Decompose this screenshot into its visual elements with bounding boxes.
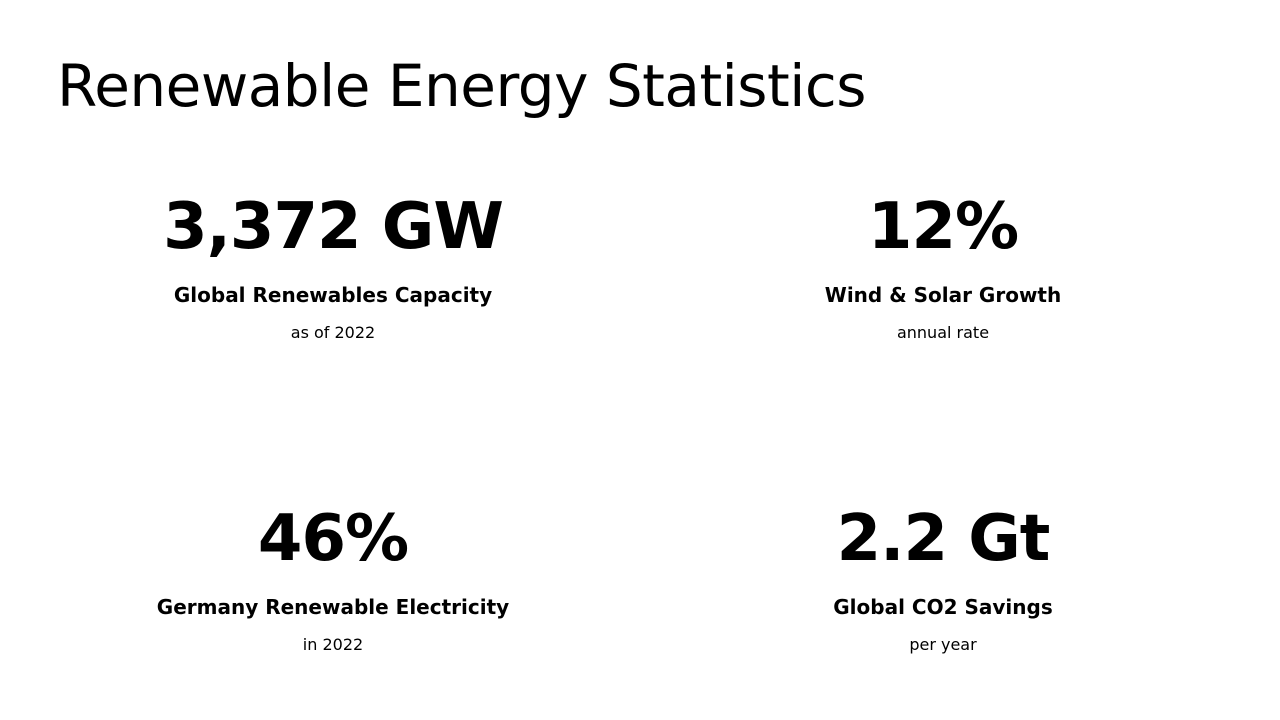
stat-sublabel: as of 2022 xyxy=(290,323,376,342)
stat-value: 46% xyxy=(257,502,409,576)
stat-value: 2.2 Gt xyxy=(836,502,1051,576)
stat-card-global-capacity: 3,372 GW Global Renewables Capacity as o… xyxy=(73,195,593,342)
stat-label: Wind & Solar Growth xyxy=(824,283,1062,307)
stat-label: Global Renewables Capacity xyxy=(173,283,493,307)
stat-sublabel: in 2022 xyxy=(302,635,364,654)
stat-card-wind-solar-growth: 12% Wind & Solar Growth annual rate xyxy=(683,195,1203,342)
stat-sublabel: annual rate xyxy=(896,323,990,342)
stat-label: Germany Renewable Electricity xyxy=(156,595,510,619)
page-title: Renewable Energy Statistics xyxy=(57,52,866,120)
stat-card-co2-savings: 2.2 Gt Global CO2 Savings per year xyxy=(683,507,1203,654)
stat-value: 3,372 GW xyxy=(163,190,504,264)
stat-card-germany-electricity: 46% Germany Renewable Electricity in 202… xyxy=(73,507,593,654)
stat-sublabel: per year xyxy=(909,635,977,654)
stat-label: Global CO2 Savings xyxy=(833,595,1053,619)
stat-value: 12% xyxy=(867,190,1019,264)
